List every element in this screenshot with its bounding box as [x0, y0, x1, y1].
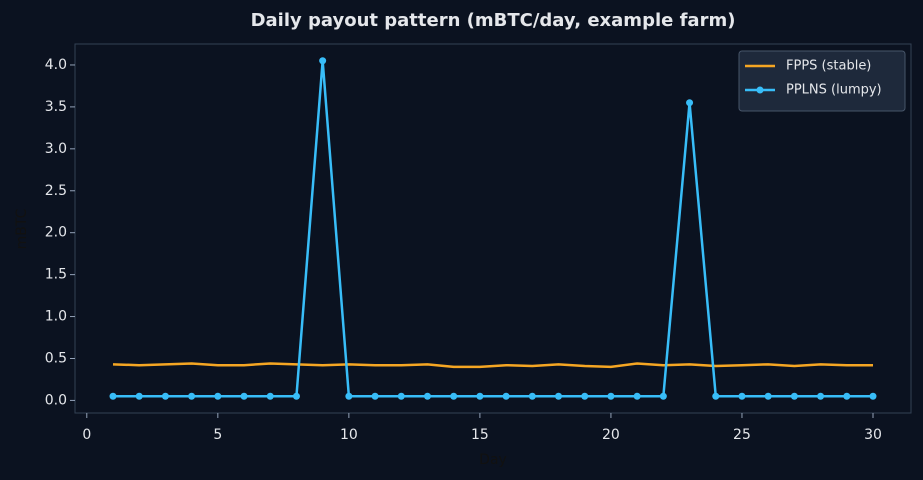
- point: [135, 392, 143, 400]
- point: [659, 392, 667, 400]
- series-line: [112, 362, 873, 369]
- legend-label: FPPS (stable): [786, 59, 871, 74]
- point: [397, 392, 405, 400]
- y-tick-label: 3.0: [45, 141, 67, 157]
- point: [790, 392, 798, 400]
- point: [817, 392, 825, 400]
- point: [633, 392, 641, 400]
- point: [843, 392, 851, 400]
- point: [869, 392, 877, 400]
- y-tick-label: 0.0: [45, 392, 67, 408]
- legend-label: PPLNS (lumpy): [786, 83, 882, 98]
- x-tick-label: 0: [82, 427, 91, 443]
- x-tick-label: 25: [733, 427, 751, 443]
- point: [502, 392, 510, 400]
- x-tick-label: 30: [864, 427, 882, 443]
- point: [450, 392, 458, 400]
- y-tick-label: 2.5: [45, 183, 67, 199]
- point: [764, 392, 772, 400]
- plot-frame: [74, 43, 912, 414]
- x-tick-label: 10: [340, 427, 358, 443]
- point: [607, 392, 615, 400]
- point: [555, 392, 563, 400]
- legend-marker: [756, 86, 764, 94]
- series-line: [113, 60, 873, 398]
- y-tick-label: 2.0: [45, 225, 67, 241]
- point: [712, 392, 720, 400]
- point: [476, 392, 484, 400]
- point: [188, 392, 196, 400]
- point: [686, 99, 694, 107]
- y-tick-label: 1.0: [45, 309, 67, 325]
- point: [345, 392, 353, 400]
- point: [528, 392, 536, 400]
- point: [292, 392, 300, 400]
- point: [266, 392, 274, 400]
- x-tick-label: 20: [602, 427, 620, 443]
- y-tick-label: 1.5: [45, 267, 67, 283]
- point: [161, 392, 169, 400]
- x-tick-label: 15: [471, 427, 489, 443]
- y-axis-label: mBTC: [14, 208, 30, 249]
- y-tick-label: 0.5: [45, 350, 67, 366]
- point: [738, 392, 746, 400]
- x-tick-label: 5: [213, 427, 222, 443]
- point: [581, 392, 589, 400]
- point: [240, 392, 248, 400]
- point: [214, 392, 222, 400]
- y-tick-label: 4.0: [45, 57, 67, 73]
- point: [109, 392, 117, 400]
- point: [423, 392, 431, 400]
- point: [319, 57, 327, 65]
- y-tick-label: 3.5: [45, 99, 67, 115]
- point: [371, 392, 379, 400]
- chart-title: Daily payout pattern (mBTC/day, example …: [251, 10, 736, 31]
- legend-box: [738, 50, 906, 112]
- x-axis-label: Day: [479, 452, 507, 468]
